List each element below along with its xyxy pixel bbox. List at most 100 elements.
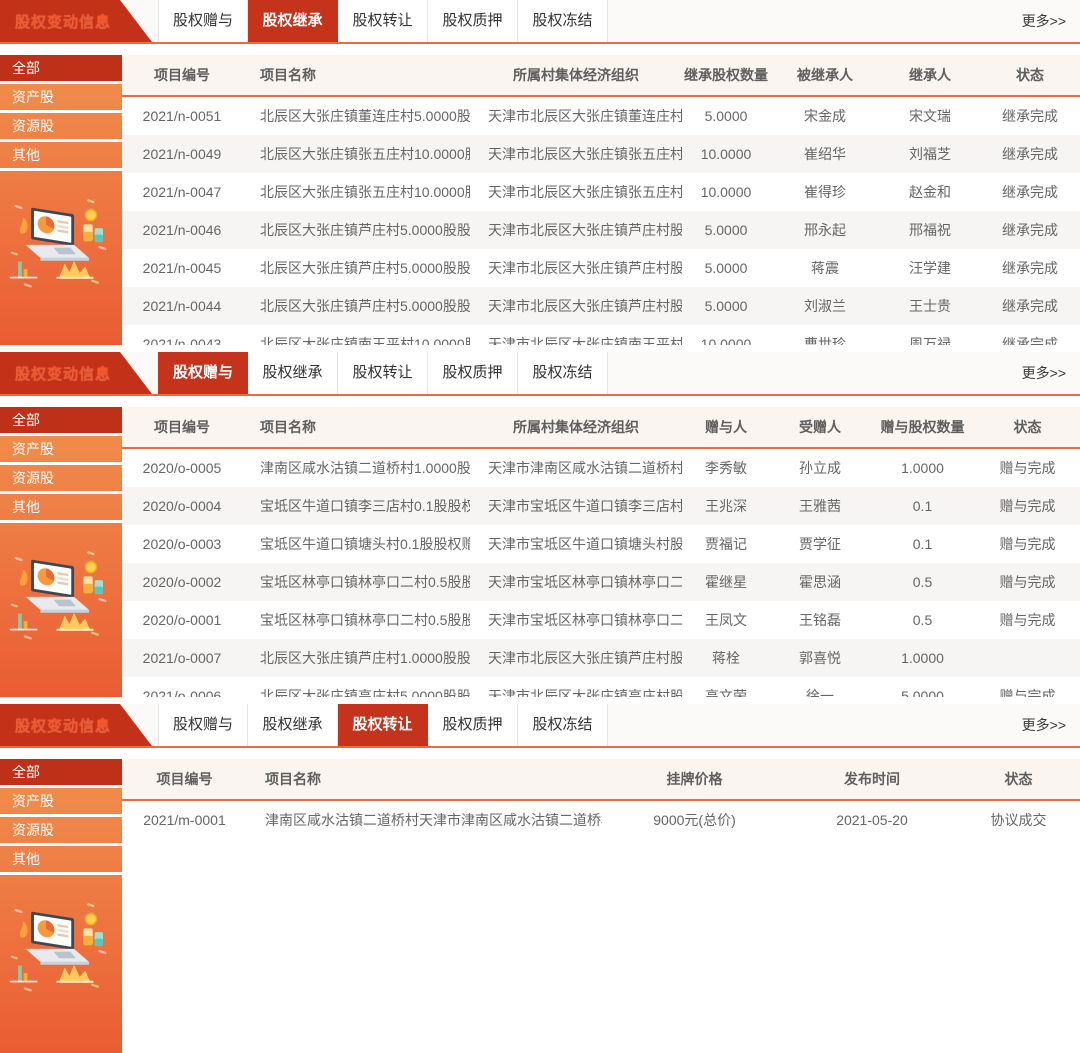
tab-4[interactable]: 股权质押 <box>428 704 518 746</box>
tab-list: 股权赠与 股权继承 股权转让 股权质押 股权冻结 <box>158 352 608 394</box>
table-row[interactable]: 2021/m-0001 津南区咸水沽镇二道桥村天津市津南区咸水沽镇二道桥村股份经.… <box>122 800 1080 839</box>
tab-1[interactable]: 股权赠与 <box>158 352 248 394</box>
more-link[interactable]: 更多>> <box>1021 365 1066 381</box>
table-body: 2021/m-0001 津南区咸水沽镇二道桥村天津市津南区咸水沽镇二道桥村股份经.… <box>122 800 1080 839</box>
table-cell: 继承完成 <box>1002 108 1058 124</box>
table-cell: 0.1 <box>912 498 933 514</box>
table-cell: 赵金和 <box>909 184 951 200</box>
table-cell: 津南区咸水沽镇二道桥村1.0000股股权赠... <box>260 460 470 476</box>
table-cell: 周万禄 <box>909 336 951 345</box>
table-cell: 宋文瑞 <box>909 108 951 124</box>
table-cell: 天津市北辰区大张庄镇南王平村股... <box>488 336 682 345</box>
table-cell: 协议成交 <box>990 812 1047 828</box>
table-row[interactable]: 2021/n-0049 北辰区大张庄镇张五庄村10.0000股股权继... 天津市北… <box>122 135 1080 173</box>
table-cell: 李秀敏 <box>705 460 747 476</box>
table-cell: 刘福芝 <box>909 146 951 162</box>
tab-5[interactable]: 股权冻结 <box>518 704 608 746</box>
table-row[interactable]: 2020/o-0004 宝坻区牛道口镇李三店村0.1股股权赠与项目 天津市宝坻区牛道… <box>122 487 1080 525</box>
category-sidebar: 全部 资产股 资源股 其他 <box>0 55 122 345</box>
equity-change-section: 股权变动信息 股权赠与 股权继承 股权转让 股权质押 股权冻结 更多>> 全部 资产股 资源… <box>0 704 1080 1053</box>
sidebar-item-3[interactable]: 资源股 <box>0 465 122 494</box>
table-row[interactable]: 2020/o-0003 宝坻区牛道口镇塘头村0.1股股权赠与项目 天津市宝坻区牛道口… <box>122 525 1080 563</box>
sidebar-item-2[interactable]: 资产股 <box>0 788 122 817</box>
sidebar-item-1[interactable]: 全部 <box>0 407 122 436</box>
column-header: 状态 <box>957 759 1080 801</box>
equity-change-section: 股权变动信息 股权赠与 股权继承 股权转让 股权质押 股权冻结 更多>> 全部 资产股 资源… <box>0 0 1080 345</box>
section-tab-bar: 股权变动信息 股权赠与 股权继承 股权转让 股权质押 股权冻结 更多>> <box>0 0 1080 44</box>
table-cell: 天津市北辰区大张庄镇董连庄村股... <box>488 108 682 124</box>
tab-2[interactable]: 股权继承 <box>248 352 338 394</box>
section-content: 全部 资产股 资源股 其他 <box>0 759 1080 1053</box>
section-title: 股权变动信息 <box>15 13 112 31</box>
tab-2[interactable]: 股权继承 <box>248 0 338 42</box>
section-title-banner: 股权变动信息 <box>0 704 152 746</box>
table-row[interactable]: 2020/o-0002 宝坻区林亭口镇林亭口二村0.5股股权赠与... 天津市宝坻区… <box>122 563 1080 601</box>
category-sidebar: 全部 资产股 资源股 其他 <box>0 407 122 697</box>
tab-4[interactable]: 股权质押 <box>428 352 518 394</box>
table-cell: 天津市北辰区大张庄镇芦庄村股份... <box>488 222 682 238</box>
table-body: 2021/n-0051 北辰区大张庄镇董连庄村5.0000股股权继... 天津市北辰… <box>122 96 1080 345</box>
table-row[interactable]: 2021/n-0044 北辰区大张庄镇芦庄村5.0000股股权继承... 天津市北辰… <box>122 287 1080 325</box>
table-row[interactable]: 2021/n-0047 北辰区大张庄镇张五庄村10.0000股股权继... 天津市北… <box>122 173 1080 211</box>
tab-3[interactable]: 股权转让 <box>338 704 428 746</box>
more-link[interactable]: 更多>> <box>1021 13 1066 29</box>
table-cell: 2021/n-0046 <box>142 222 222 238</box>
table-cell: 郭喜悦 <box>799 650 841 666</box>
table-cell: 蒋震 <box>811 260 839 276</box>
table-cell: 2021/n-0043 <box>142 336 222 345</box>
table-cell: 天津市北辰区大张庄镇张五庄村股... <box>488 184 682 200</box>
tab-list: 股权赠与 股权继承 股权转让 股权质押 股权冻结 <box>158 704 608 746</box>
table-cell: 2021/n-0051 <box>142 108 222 124</box>
table-cell: 0.5 <box>912 574 933 590</box>
table-cell <box>975 639 1080 677</box>
sidebar-item-4[interactable]: 其他 <box>0 494 122 523</box>
column-header: 赠与人 <box>682 407 770 449</box>
table-cell: 赠与完成 <box>999 498 1056 514</box>
table-cell: 北辰区大张庄镇芦庄村1.0000股股权赠与... <box>260 650 470 666</box>
tab-4[interactable]: 股权质押 <box>428 0 518 42</box>
table-row[interactable]: 2021/n-0046 北辰区大张庄镇芦庄村5.0000股股权继承... 天津市北辰… <box>122 211 1080 249</box>
table-cell: 曹世珍 <box>804 336 846 345</box>
table-row[interactable]: 2021/n-0045 北辰区大张庄镇芦庄村5.0000股股权继承... 天津市北辰… <box>122 249 1080 287</box>
table-cell: 天津市北辰区大张庄镇芦庄村股份... <box>488 298 682 314</box>
data-table: 项目编号 项目名称 所属村集体经济组织 赠与人 受赠人 赠与股权数量 状态 2020/o-0… <box>122 407 1080 697</box>
table-cell: 天津市津南区咸水沽镇二道桥村股... <box>488 460 682 476</box>
table-cell: 王兆深 <box>705 498 747 514</box>
table-row[interactable]: 2021/n-0051 北辰区大张庄镇董连庄村5.0000股股权继... 天津市北辰… <box>122 96 1080 135</box>
table-row[interactable]: 2020/o-0005 津南区咸水沽镇二道桥村1.0000股股权赠... 天津市津南… <box>122 448 1080 487</box>
table-cell: 1.0000 <box>901 460 944 476</box>
sidebar-item-3[interactable]: 资源股 <box>0 817 122 846</box>
table-cell: 5.0000 <box>704 260 748 276</box>
sidebar-item-4[interactable]: 其他 <box>0 142 122 171</box>
tab-5[interactable]: 股权冻结 <box>518 0 608 42</box>
table-row[interactable]: 2021/o-0006 北辰区大张庄镇高庄村5.0000股股权赠与... 天津市北辰… <box>122 677 1080 697</box>
table-cell: 邢福祝 <box>909 222 951 238</box>
tab-2[interactable]: 股权继承 <box>248 704 338 746</box>
tab-1[interactable]: 股权赠与 <box>158 0 248 42</box>
tab-1[interactable]: 股权赠与 <box>158 704 248 746</box>
sidebar-item-1[interactable]: 全部 <box>0 759 122 788</box>
column-header: 发布时间 <box>787 759 957 801</box>
table-row[interactable]: 2021/o-0007 北辰区大张庄镇芦庄村1.0000股股权赠与... 天津市北辰… <box>122 639 1080 677</box>
table-cell: 赠与完成 <box>999 536 1056 552</box>
charts-laptop-illustration <box>9 551 107 640</box>
table-cell: 天津市北辰区大张庄镇张五庄村股... <box>488 146 682 162</box>
table-cell: 北辰区大张庄镇张五庄村10.0000股股权继... <box>260 146 470 162</box>
more-link[interactable]: 更多>> <box>1021 717 1066 733</box>
tab-3[interactable]: 股权转让 <box>338 352 428 394</box>
table-cell: 天津市北辰区大张庄镇高庄村股份... <box>488 688 682 697</box>
sidebar-item-4[interactable]: 其他 <box>0 846 122 875</box>
tab-5[interactable]: 股权冻结 <box>518 352 608 394</box>
sidebar-item-2[interactable]: 资产股 <box>0 84 122 113</box>
table-cell: 北辰区大张庄镇芦庄村5.0000股股权继承... <box>260 222 470 238</box>
table-cell: 2021/n-0044 <box>142 298 222 314</box>
table-cell: 继承完成 <box>1002 146 1058 162</box>
tab-3[interactable]: 股权转让 <box>338 0 428 42</box>
data-table: 项目编号 项目名称 所属村集体经济组织 继承股权数量 被继承人 继承人 状态 2021/n-… <box>122 55 1080 345</box>
sidebar-item-3[interactable]: 资源股 <box>0 113 122 142</box>
table-row[interactable]: 2021/n-0043 北辰区大张庄镇南王平村10.0000股股权继... 天津市北… <box>122 325 1080 345</box>
table-cell: 赠与完成 <box>999 612 1056 628</box>
sidebar-item-2[interactable]: 资产股 <box>0 436 122 465</box>
table-row[interactable]: 2020/o-0001 宝坻区林亭口镇林亭口二村0.5股股权赠与... 天津市宝坻区… <box>122 601 1080 639</box>
sidebar-item-1[interactable]: 全部 <box>0 55 122 84</box>
